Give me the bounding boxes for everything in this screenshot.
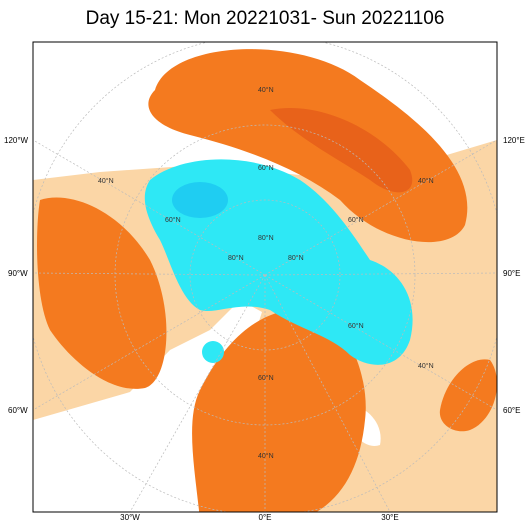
latitude-labels: 40°N 60°N 40°N 60°N 60°N 40°N 60°N 40°N … bbox=[98, 86, 434, 460]
latitude-label: 40°N bbox=[258, 86, 274, 94]
latitude-label: 60°N bbox=[258, 374, 274, 382]
meridian-label: 0°E bbox=[259, 513, 272, 522]
latitude-label: 80°N bbox=[228, 254, 244, 262]
meridian-label: 60°E bbox=[503, 406, 520, 415]
latitude-label: 40°N bbox=[418, 177, 434, 185]
meridian-label: 30°W bbox=[120, 513, 140, 522]
positive-anomaly bbox=[192, 309, 366, 512]
meridian-label: 90°W bbox=[8, 269, 28, 278]
latitude-label: 40°N bbox=[418, 362, 434, 370]
negative-anomaly-core bbox=[172, 182, 228, 218]
meridian-label: 120°W bbox=[4, 136, 29, 145]
latitude-label: 60°N bbox=[348, 322, 364, 330]
latitude-label: 60°N bbox=[348, 216, 364, 224]
map-frame bbox=[32, 41, 498, 513]
positive-anomaly-core bbox=[270, 108, 413, 193]
meridian-label: 30°E bbox=[381, 513, 398, 522]
map-title: Day 15-21: Mon 20221031- Sun 20221106 bbox=[86, 8, 445, 29]
positive-anomaly bbox=[37, 197, 167, 389]
positive-anomaly bbox=[148, 49, 468, 243]
meridian-label: 60°W bbox=[8, 406, 28, 415]
meridian-label: 90°E bbox=[503, 269, 520, 278]
meridian-labels: 120°W 90°W 60°W 120°E 90°E 60°E 30°W 0°E… bbox=[4, 136, 525, 522]
meridian-label: 120°E bbox=[503, 136, 525, 145]
latitude-label: 80°N bbox=[288, 254, 304, 262]
latitude-label: 80°N bbox=[258, 234, 274, 242]
map-body bbox=[33, 42, 497, 512]
negative-anomaly bbox=[202, 341, 224, 363]
graticule bbox=[33, 42, 497, 512]
latitude-label: 40°N bbox=[98, 177, 114, 185]
positive-anomaly bbox=[439, 359, 497, 432]
latitude-label: 60°N bbox=[165, 216, 181, 224]
latitude-label: 40°N bbox=[258, 452, 274, 460]
latitude-label: 60°N bbox=[258, 164, 274, 172]
